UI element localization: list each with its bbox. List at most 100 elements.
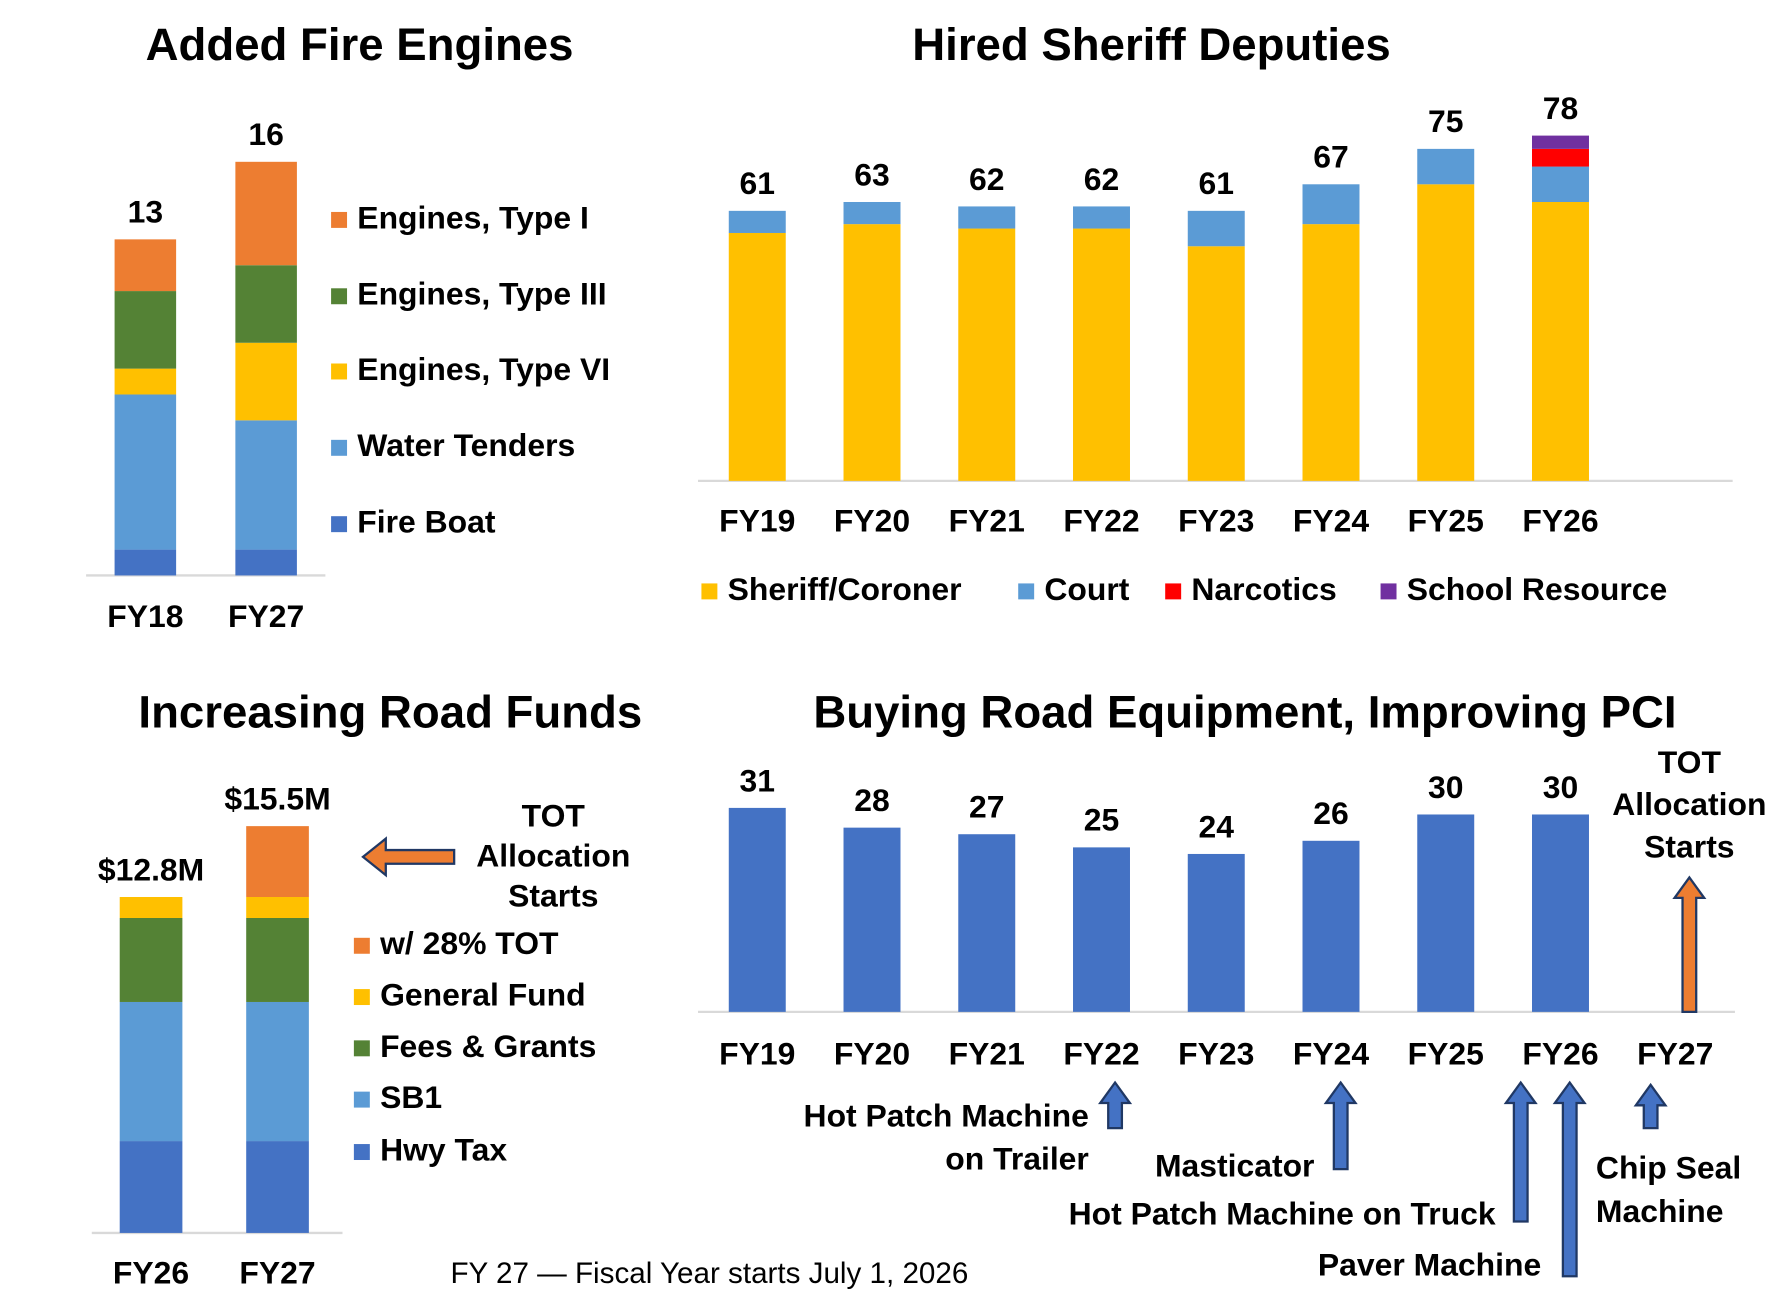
value-label: 31 bbox=[740, 762, 775, 798]
legend-swatch bbox=[331, 363, 348, 380]
bar-segment bbox=[119, 1141, 183, 1233]
bar-segment bbox=[843, 224, 901, 481]
annotation-text: on Trailer bbox=[945, 1141, 1089, 1177]
legend-label: Court bbox=[1044, 571, 1129, 607]
legend-label: General Fund bbox=[380, 976, 586, 1012]
x-tick-label: FY22 bbox=[1063, 502, 1139, 538]
annotation-text: Machine bbox=[1596, 1193, 1724, 1229]
value-label: 26 bbox=[1313, 795, 1348, 831]
bar bbox=[843, 827, 901, 1012]
legend-label: Engines, Type VI bbox=[357, 351, 610, 387]
legend-swatch bbox=[353, 1040, 370, 1057]
legend-label: Fees & Grants bbox=[380, 1028, 596, 1064]
legend-swatch bbox=[1380, 583, 1397, 600]
value-label: 27 bbox=[969, 789, 1004, 825]
x-tick-label: FY24 bbox=[1293, 502, 1369, 538]
annotation-text: Paver Machine bbox=[1318, 1247, 1541, 1283]
bar-segment bbox=[728, 210, 786, 233]
total-label: 61 bbox=[740, 165, 775, 201]
bar-segment bbox=[1532, 135, 1589, 149]
bar-segment bbox=[246, 826, 309, 897]
bar-segment bbox=[843, 201, 901, 225]
legend-label: Engines, Type I bbox=[357, 199, 589, 235]
legend-swatch bbox=[353, 989, 370, 1006]
x-tick-label: FY20 bbox=[834, 1036, 910, 1072]
bar-segment bbox=[246, 896, 309, 918]
x-tick-label: FY19 bbox=[719, 502, 795, 538]
annotation-text: Masticator bbox=[1155, 1147, 1315, 1183]
bar-segment bbox=[1417, 184, 1475, 481]
bar-segment bbox=[1187, 246, 1245, 481]
x-tick-label: FY25 bbox=[1408, 1036, 1484, 1072]
bar-segment bbox=[114, 368, 177, 395]
x-tick-label: FY18 bbox=[107, 598, 183, 634]
bar-segment bbox=[246, 1141, 309, 1233]
annotation-text: Starts bbox=[508, 877, 598, 913]
x-tick-label: FY27 bbox=[228, 598, 304, 634]
annotation-text: Starts bbox=[1644, 828, 1734, 864]
annotation-text: Chip Seal bbox=[1596, 1150, 1741, 1186]
bar-segment bbox=[235, 161, 297, 266]
bar bbox=[1073, 847, 1130, 1012]
chart-title: Buying Road Equipment, Improving PCI bbox=[813, 687, 1676, 738]
total-label: $12.8M bbox=[98, 851, 204, 887]
x-tick-label: FY27 bbox=[1637, 1036, 1713, 1072]
annotation-text: Hot Patch Machine on Truck bbox=[1069, 1195, 1496, 1231]
bar-segment bbox=[1532, 148, 1589, 167]
bar-segment bbox=[114, 394, 177, 550]
legend-swatch bbox=[331, 211, 348, 228]
legend-swatch bbox=[353, 1091, 370, 1108]
total-label: 13 bbox=[128, 194, 163, 230]
total-label: 62 bbox=[1084, 161, 1119, 197]
bar bbox=[1417, 814, 1475, 1012]
legend-swatch bbox=[331, 288, 348, 305]
total-label: 63 bbox=[854, 156, 889, 192]
chart-title: Hired Sheriff Deputies bbox=[912, 19, 1391, 70]
total-label: 75 bbox=[1428, 103, 1463, 139]
value-label: 25 bbox=[1084, 802, 1119, 838]
bar-segment bbox=[235, 342, 297, 421]
bar-segment bbox=[246, 1001, 309, 1142]
legend-label: w/ 28% TOT bbox=[379, 925, 559, 961]
annotation-text: TOT bbox=[1658, 744, 1722, 780]
bar-segment bbox=[958, 228, 1016, 481]
total-label: 61 bbox=[1199, 165, 1234, 201]
total-label: $15.5M bbox=[224, 780, 330, 816]
x-tick-label: FY26 bbox=[1522, 502, 1598, 538]
bar-segment bbox=[235, 549, 297, 576]
bar-segment bbox=[1302, 224, 1360, 481]
x-tick-label: FY26 bbox=[113, 1255, 189, 1291]
chart-title: Added Fire Engines bbox=[146, 19, 574, 70]
bar-segment bbox=[1187, 210, 1245, 247]
legend-label: Sheriff/Coroner bbox=[728, 571, 962, 607]
x-tick-label: FY27 bbox=[239, 1255, 315, 1291]
x-tick-label: FY24 bbox=[1293, 1036, 1369, 1072]
annotation-arrow bbox=[1098, 1080, 1133, 1130]
legend-label: Narcotics bbox=[1191, 571, 1336, 607]
legend-swatch bbox=[331, 439, 348, 456]
total-label: 78 bbox=[1543, 90, 1578, 126]
bar-segment bbox=[119, 1001, 183, 1142]
annotation-text: TOT bbox=[522, 798, 586, 834]
bar-segment bbox=[1532, 201, 1589, 481]
legend-label: Engines, Type III bbox=[357, 276, 606, 312]
value-label: 28 bbox=[854, 782, 889, 818]
bar-segment bbox=[728, 232, 786, 481]
total-label: 16 bbox=[248, 116, 283, 152]
value-label: 24 bbox=[1199, 808, 1235, 844]
x-tick-label: FY26 bbox=[1522, 1036, 1598, 1072]
annotation-arrow bbox=[1552, 1080, 1587, 1278]
footnote: FY 27 — Fiscal Year starts July 1, 2026 bbox=[450, 1257, 968, 1290]
x-tick-label: FY23 bbox=[1178, 1036, 1254, 1072]
chart-title: Increasing Road Funds bbox=[138, 687, 642, 738]
legend-swatch bbox=[331, 516, 348, 533]
legend-label: Water Tenders bbox=[357, 427, 575, 463]
bar-segment bbox=[1073, 206, 1130, 229]
legend-swatch bbox=[353, 1144, 370, 1161]
bar bbox=[1532, 814, 1589, 1012]
bar bbox=[958, 834, 1016, 1012]
legend-label: School Resource bbox=[1407, 571, 1668, 607]
bar bbox=[1302, 840, 1360, 1012]
legend-swatch bbox=[353, 937, 370, 954]
bar-segment bbox=[958, 206, 1016, 229]
